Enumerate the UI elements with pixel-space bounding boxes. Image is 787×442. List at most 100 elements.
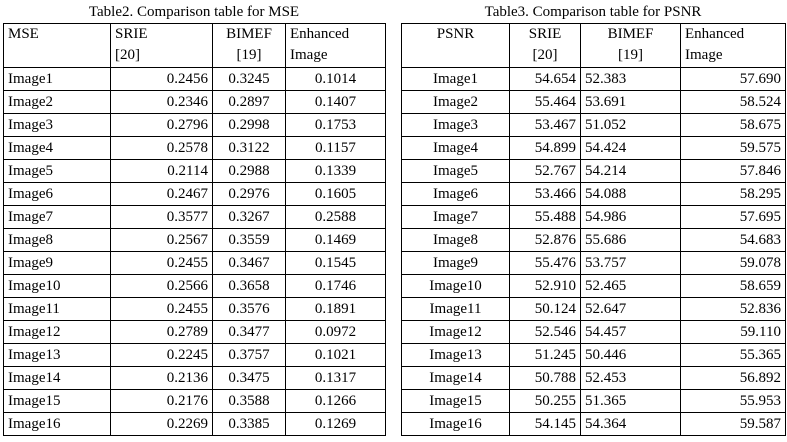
cell: 55.953 xyxy=(680,389,786,413)
cell: 0.3245 xyxy=(212,67,286,91)
mse-table-block: Table2. Comparison table for MSE MSE SRIE [… xyxy=(3,2,386,436)
row-label: Image10 xyxy=(3,274,111,298)
cell: 0.2998 xyxy=(212,113,286,137)
cell: 52.876 xyxy=(509,228,581,252)
row-label: Image15 xyxy=(3,389,111,413)
row-label: Image9 xyxy=(3,251,111,275)
cell: 51.245 xyxy=(509,343,581,367)
table-title: Table2. Comparison table for MSE xyxy=(88,4,300,20)
header-line: Image xyxy=(290,47,328,63)
cell: 0.3475 xyxy=(212,366,286,390)
cell: 0.2245 xyxy=(110,343,213,367)
cell: 54.986 xyxy=(580,205,681,229)
psnr-table-block: Table3. Comparison table for PSNR PSNR SRI… xyxy=(401,2,786,436)
row-label: Image7 xyxy=(401,205,510,229)
data-row: Image4 0.2578 0.3122 0.1157 xyxy=(3,136,386,160)
header-line: Enhanced xyxy=(685,26,745,42)
cell: 52.910 xyxy=(509,274,581,298)
row-label: Image6 xyxy=(401,182,510,206)
data-row: Image16 54.145 54.364 59.587 xyxy=(401,412,786,436)
cell: 53.757 xyxy=(580,251,681,275)
cell: 0.2114 xyxy=(110,159,213,183)
cell: 0.0972 xyxy=(285,320,386,344)
cell: 55.476 xyxy=(509,251,581,275)
data-row: Image9 55.476 53.757 59.078 xyxy=(401,251,786,275)
row-label: Image7 xyxy=(3,205,111,229)
cell: 54.683 xyxy=(680,228,786,252)
row-label: Image16 xyxy=(3,412,111,436)
cell: 0.1746 xyxy=(285,274,386,298)
cell: 55.464 xyxy=(509,90,581,114)
cell: 53.691 xyxy=(580,90,681,114)
cell: 54.899 xyxy=(509,136,581,160)
cell: 58.524 xyxy=(680,90,786,114)
data-row: Image13 0.2245 0.3757 0.1021 xyxy=(3,343,386,367)
cell: 0.1545 xyxy=(285,251,386,275)
data-row: Image1 54.654 52.383 57.690 xyxy=(401,67,786,91)
data-row: Image11 50.124 52.647 52.836 xyxy=(401,297,786,321)
row-label: Image11 xyxy=(401,297,510,321)
row-label: Image4 xyxy=(3,136,111,160)
cell: 0.1317 xyxy=(285,366,386,390)
cell: 0.3385 xyxy=(212,412,286,436)
cell: 0.2456 xyxy=(110,67,213,91)
cell: 58.295 xyxy=(680,182,786,206)
row-label: Image16 xyxy=(401,412,510,436)
row-label: Image14 xyxy=(3,366,111,390)
cell: 55.686 xyxy=(580,228,681,252)
header-cell: SRIE [20] xyxy=(509,23,581,68)
cell: 54.364 xyxy=(580,412,681,436)
header-cell: Enhanced Image xyxy=(680,23,786,68)
cell: 0.2789 xyxy=(110,320,213,344)
data-row: Image9 0.2455 0.3467 0.1545 xyxy=(3,251,386,275)
cell: 50.788 xyxy=(509,366,581,390)
data-row: Image7 0.3577 0.3267 0.2588 xyxy=(3,205,386,229)
data-row: Image11 0.2455 0.3576 0.1891 xyxy=(3,297,386,321)
data-row: Image5 0.2114 0.2988 0.1339 xyxy=(3,159,386,183)
data-row: Image10 0.2566 0.3658 0.1746 xyxy=(3,274,386,298)
cell: 0.1157 xyxy=(285,136,386,160)
row-label: Image2 xyxy=(401,90,510,114)
cell: 54.457 xyxy=(580,320,681,344)
cell: 0.2346 xyxy=(110,90,213,114)
data-row: Image1 0.2456 0.3245 0.1014 xyxy=(3,67,386,91)
data-row: Image8 0.2567 0.3559 0.1469 xyxy=(3,228,386,252)
cell: 0.2567 xyxy=(110,228,213,252)
header-line: [20] xyxy=(532,47,558,63)
data-row: Image3 0.2796 0.2998 0.1753 xyxy=(3,113,386,137)
cell: 0.2988 xyxy=(212,159,286,183)
cell: 54.654 xyxy=(509,67,581,91)
cell: 0.2467 xyxy=(110,182,213,206)
header-line: MSE xyxy=(8,26,39,42)
cell: 54.214 xyxy=(580,159,681,183)
row-label: Image8 xyxy=(3,228,111,252)
cell: 54.145 xyxy=(509,412,581,436)
header-line: BIMEF xyxy=(607,26,654,42)
cell: 0.1266 xyxy=(285,389,386,413)
cell: 0.2897 xyxy=(212,90,286,114)
header-line: [19] xyxy=(618,47,643,63)
cell: 0.2976 xyxy=(212,182,286,206)
data-row: Image16 0.2269 0.3385 0.1269 xyxy=(3,412,386,436)
cell: 0.3576 xyxy=(212,297,286,321)
data-row: Image7 55.488 54.986 57.695 xyxy=(401,205,786,229)
header-line: SRIE xyxy=(115,26,148,42)
cell: 59.110 xyxy=(680,320,786,344)
cell: 0.1407 xyxy=(285,90,386,114)
cell: 55.488 xyxy=(509,205,581,229)
header-cell: BIMEF [19] xyxy=(580,23,681,68)
header-cell: Enhanced Image xyxy=(285,23,386,68)
cell: 0.3122 xyxy=(212,136,286,160)
cell: 52.546 xyxy=(509,320,581,344)
row-label: Image9 xyxy=(401,251,510,275)
cell: 0.1605 xyxy=(285,182,386,206)
data-row: Image12 0.2789 0.3477 0.0972 xyxy=(3,320,386,344)
row-label: Image8 xyxy=(401,228,510,252)
cell: 57.846 xyxy=(680,159,786,183)
cell: 52.767 xyxy=(509,159,581,183)
data-row: Image15 50.255 51.365 55.953 xyxy=(401,389,786,413)
header-line: SRIE xyxy=(528,26,562,42)
row-label: Image5 xyxy=(401,159,510,183)
data-table: PSNR SRIE [20] BIMEF [19] Enhanced Image Image1… xyxy=(401,23,786,436)
row-label: Image10 xyxy=(401,274,510,298)
